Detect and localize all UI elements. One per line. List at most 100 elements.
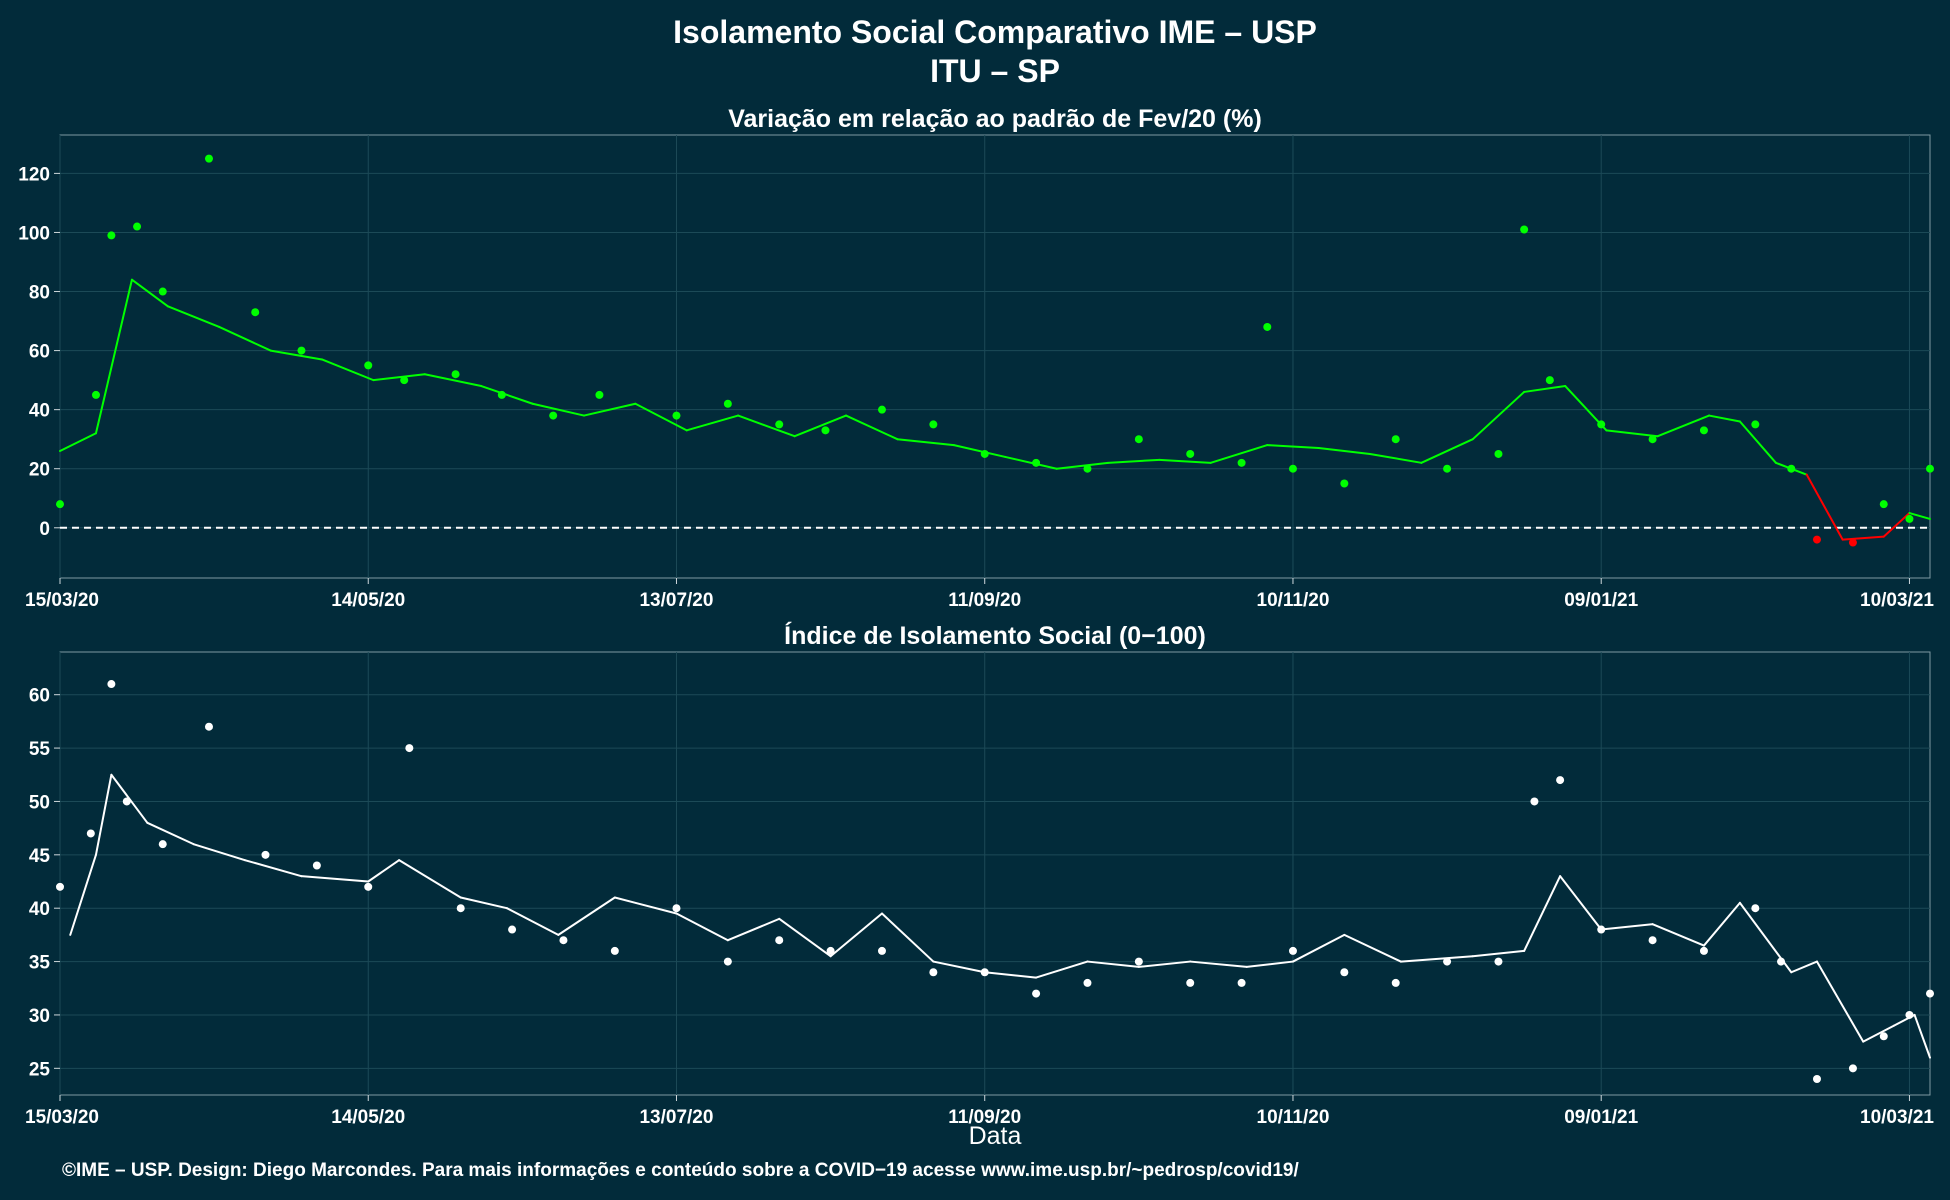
y-tick-label: 60 bbox=[29, 686, 50, 707]
moving-average-segment bbox=[1600, 923, 1654, 931]
data-point bbox=[1556, 776, 1565, 785]
moving-average-segment bbox=[1862, 1024, 1896, 1043]
moving-average-segment bbox=[1702, 901, 1741, 947]
data-point bbox=[610, 946, 619, 955]
y-tick-label: 40 bbox=[29, 401, 50, 422]
moving-average-segment bbox=[983, 971, 1038, 979]
moving-average-segment bbox=[1651, 923, 1705, 947]
bottom-panel-index: Índice de Isolamento Social (0−100) 25 30… bbox=[25, 621, 1934, 1128]
data-point bbox=[1443, 957, 1452, 966]
moving-average-segment bbox=[1266, 444, 1320, 450]
moving-average-segment bbox=[685, 414, 740, 432]
moving-average-segment bbox=[146, 821, 195, 846]
data-point bbox=[775, 936, 784, 945]
data-point bbox=[723, 957, 732, 966]
moving-average-segment bbox=[423, 373, 483, 388]
data-point bbox=[56, 882, 64, 891]
moving-average-segment bbox=[1399, 955, 1474, 963]
data-point bbox=[451, 370, 460, 379]
data-point bbox=[549, 411, 558, 420]
moving-average-segment bbox=[1137, 960, 1192, 968]
y-tick-label: 50 bbox=[29, 792, 50, 813]
data-point bbox=[405, 744, 414, 753]
data-point bbox=[1648, 435, 1657, 444]
top-panel-moving-average bbox=[59, 278, 1931, 541]
x-tick-label: 10/03/21 bbox=[1860, 590, 1934, 611]
moving-average-segment bbox=[557, 896, 616, 936]
top-panel-ticks: 0 20 40 60 80 100 120 15/03/20 14/05/20 13/07/20 1… bbox=[18, 164, 1934, 611]
data-point bbox=[364, 882, 373, 891]
data-point bbox=[1905, 1010, 1914, 1019]
moving-average-segment bbox=[1209, 444, 1269, 464]
moving-average-segment bbox=[321, 358, 375, 382]
moving-average-segment bbox=[1004, 455, 1058, 470]
data-point bbox=[1494, 957, 1503, 966]
data-point bbox=[877, 405, 886, 414]
moving-average-segment bbox=[1158, 458, 1212, 464]
moving-average-segment bbox=[896, 438, 955, 447]
moving-average-segment bbox=[130, 278, 169, 308]
data-point bbox=[929, 968, 938, 977]
x-tick-label: 13/07/20 bbox=[639, 1107, 713, 1128]
moving-average-segment bbox=[778, 917, 832, 958]
data-point bbox=[980, 968, 989, 977]
moving-average-segment bbox=[1189, 960, 1248, 968]
y-tick-label: 80 bbox=[29, 283, 50, 304]
data-point bbox=[1263, 322, 1272, 331]
data-point bbox=[204, 154, 213, 163]
moving-average-segment bbox=[531, 402, 586, 417]
data-point bbox=[595, 390, 604, 399]
moving-average-segment bbox=[1913, 1013, 1931, 1059]
moving-average-segment bbox=[1815, 960, 1865, 1043]
top-panel-title: Variação em relação ao padrão de Fev/20 … bbox=[728, 105, 1262, 133]
moving-average-segment bbox=[166, 305, 221, 328]
data-point bbox=[1237, 978, 1246, 987]
data-point bbox=[821, 426, 830, 435]
data-point bbox=[1597, 420, 1606, 429]
moving-average-segment bbox=[1882, 512, 1911, 538]
data-point bbox=[1812, 535, 1821, 544]
moving-average-segment bbox=[1841, 535, 1885, 541]
data-point bbox=[1699, 426, 1708, 435]
moving-average-segment bbox=[726, 917, 781, 942]
moving-average-segment bbox=[218, 325, 272, 352]
data-point bbox=[508, 925, 517, 934]
data-point bbox=[251, 308, 260, 317]
data-point bbox=[877, 946, 886, 955]
y-tick-label: 45 bbox=[29, 846, 51, 867]
moving-average-segment bbox=[583, 402, 637, 417]
data-point bbox=[1812, 1074, 1821, 1083]
x-tick-label: 14/05/20 bbox=[331, 590, 405, 611]
moving-average-segment bbox=[94, 773, 113, 856]
data-point bbox=[980, 449, 989, 458]
moving-average-segment bbox=[1471, 390, 1526, 441]
y-tick-label: 20 bbox=[29, 460, 50, 481]
y-tick-label: 120 bbox=[18, 164, 50, 185]
data-point bbox=[1083, 978, 1092, 987]
moving-average-segment bbox=[243, 859, 303, 878]
data-point bbox=[1530, 797, 1539, 806]
data-point bbox=[1879, 500, 1888, 509]
data-point bbox=[1134, 435, 1143, 444]
chart-title-line2: ITU – SP bbox=[930, 53, 1060, 89]
moving-average-segment bbox=[1559, 875, 1603, 931]
chart-title-line1: Isolamento Social Comparativo IME – USP bbox=[673, 14, 1317, 50]
x-tick-label: 14/05/20 bbox=[331, 1107, 405, 1128]
data-point bbox=[158, 287, 167, 296]
data-point bbox=[86, 829, 95, 838]
data-point bbox=[1751, 420, 1760, 429]
moving-average-segment bbox=[1055, 461, 1110, 470]
moving-average-segment bbox=[1708, 414, 1741, 423]
data-point bbox=[364, 361, 373, 370]
data-point bbox=[1751, 904, 1760, 913]
data-point bbox=[1520, 225, 1529, 234]
data-point bbox=[1905, 514, 1914, 523]
data-point bbox=[1443, 464, 1452, 473]
y-tick-label: 30 bbox=[29, 1006, 50, 1027]
data-point bbox=[1288, 464, 1297, 473]
data-point bbox=[1032, 989, 1041, 998]
data-point bbox=[775, 420, 784, 429]
data-point bbox=[1787, 464, 1796, 473]
